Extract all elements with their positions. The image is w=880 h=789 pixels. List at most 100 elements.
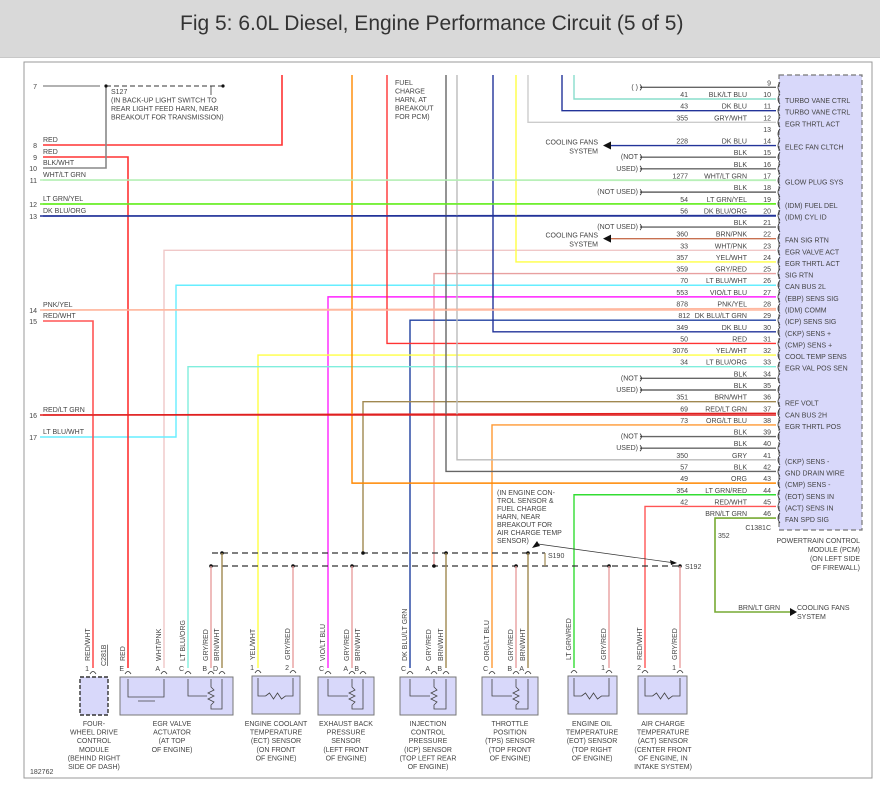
- pcm-circuit-number: 1277: [672, 173, 688, 180]
- pcm-pin-number: 26: [763, 278, 771, 285]
- component-icp-label: (ICP) SENSOR: [404, 747, 452, 754]
- component-icp-label: INJECTION: [410, 721, 447, 728]
- connector-pin-icon: [777, 466, 781, 477]
- component-pin-letter: C: [179, 666, 184, 673]
- pcm-pin-number: 18: [763, 185, 771, 192]
- component-wire-color: BRN/WHT: [355, 628, 362, 661]
- pcm-circuit-number: 3076: [672, 348, 688, 355]
- wire-pcm-45: [644, 505, 776, 668]
- arrow-icon: [603, 141, 611, 150]
- pcm-wire-color: BLK: [734, 383, 748, 390]
- splice-s192-label: S192: [685, 564, 701, 571]
- connector-pin-icon: [488, 671, 496, 675]
- component-wire-color: RED/WHT: [637, 627, 644, 660]
- left-pin-number: 15: [29, 319, 37, 326]
- pcm-pin-number: 25: [763, 267, 771, 274]
- thermistor-icon: [581, 678, 610, 700]
- potentiometer-icon: [430, 679, 447, 710]
- pcm-wire-color: RED/WHT: [714, 499, 747, 506]
- pcm-pin-number: 23: [763, 243, 771, 250]
- pcm-pin-function: COOL TEMP SENS: [785, 354, 847, 361]
- component-4wd-label: (BEHIND RIGHT: [68, 755, 121, 762]
- component-pin-letter: E: [119, 666, 124, 673]
- pcm-pin-function: (CKP) SENS +: [785, 331, 831, 338]
- pcm-pin-number: 32: [763, 348, 771, 355]
- left-pin-number: 13: [29, 214, 37, 221]
- wire-pcm-32: [257, 354, 776, 668]
- component-wire-color: WHT/PNK: [156, 628, 163, 661]
- component-eot-label: OF ENGINE): [572, 755, 613, 762]
- component-pin-letter: 2: [285, 665, 289, 672]
- component-wire-color: RED/WHT: [85, 628, 92, 661]
- pcm-circuit-number: 360: [676, 232, 688, 239]
- connector-pin-icon: [777, 512, 781, 524]
- pcm-circuit-number: 56: [680, 208, 688, 215]
- connector-pin-icon: [570, 670, 578, 674]
- component-wire-color: BRN/WHT: [214, 628, 221, 661]
- pcm-label: POWERTRAIN CONTROL: [777, 538, 861, 545]
- left-wire-color: LT BLU/WHT: [43, 429, 85, 436]
- wire-pcm-36: [362, 400, 776, 553]
- wire-left-10: [43, 86, 107, 169]
- pcm-circuit-number: 350: [676, 453, 688, 460]
- connector-pin-icon: [777, 454, 781, 466]
- pcm-wire-color: WHT/LT GRN: [704, 173, 747, 180]
- connector-pin-icon: [777, 175, 781, 186]
- wire-end-icon: [639, 223, 642, 231]
- component-tps-label: POSITION: [493, 730, 526, 737]
- connector-pin-icon: [207, 671, 215, 675]
- pcm-pin-number: 30: [763, 325, 771, 332]
- connector-pin-icon: [777, 314, 781, 326]
- component-wire-color: YEL/WHT: [250, 628, 257, 660]
- component-act-label: TEMPERATURE: [637, 730, 690, 737]
- pcm-circuit-number: 70: [680, 278, 688, 285]
- component-icp-label: OF ENGINE): [408, 764, 449, 771]
- connector-pin-icon: [777, 93, 781, 105]
- component-tps-label: (TOP FRONT: [489, 747, 532, 754]
- wire-pcm-23: [163, 249, 776, 668]
- pcm-pin-number: 24: [763, 255, 771, 262]
- left-wire-color: RED/WHT: [43, 313, 76, 320]
- pcm-circuit-number: 50: [680, 336, 688, 343]
- component-wire-color: BRN/WHT: [438, 628, 445, 661]
- connector-pin-icon: [442, 671, 450, 675]
- pcm-pin-number: 46: [763, 511, 771, 518]
- component-pin-letter: C: [319, 666, 324, 673]
- figure-id: 182762: [30, 769, 53, 776]
- pcm-circuit-number: 69: [680, 406, 688, 413]
- component-wire-color: ORG/LT BLU: [484, 620, 491, 661]
- pcm-circuit-number: 34: [680, 360, 688, 367]
- connector-pin-icon: [289, 670, 297, 674]
- note-s190: TROL SENSOR &: [497, 498, 554, 505]
- pcm-wire-color: RED: [732, 336, 747, 343]
- left-wire-color: RED: [43, 149, 58, 156]
- pcm-circuit-number: 43: [680, 104, 688, 111]
- splice-dot: [221, 84, 225, 88]
- wire-pcm-30: [492, 75, 776, 333]
- component-eot-label: (TOP RIGHT: [572, 747, 613, 754]
- arrow-icon: [670, 560, 677, 565]
- connector-pin-icon: [348, 671, 356, 675]
- component-ect-label: (ECT) SENSOR: [251, 738, 301, 745]
- thermistor-icon: [265, 678, 294, 700]
- pcm-wire-color: LT BLU/ORG: [706, 360, 747, 367]
- component-egr-label: OF ENGINE): [152, 747, 193, 754]
- connector-c281b-label: C281B: [101, 644, 108, 666]
- left-pin-number: 14: [29, 308, 37, 315]
- wire-left-8: [43, 75, 283, 146]
- left-wire-color: RED/LT GRN: [43, 407, 85, 414]
- pcm-pin-number: 45: [763, 499, 771, 506]
- pcm-pin-function: (CKP) SENS -: [785, 459, 830, 466]
- potentiometer-icon: [207, 679, 223, 710]
- solenoid-icon: [127, 679, 165, 698]
- pcm-pin-number: 31: [763, 336, 771, 343]
- sensor-circuit: [644, 678, 653, 697]
- component-ebp-label: PRESSURE: [327, 730, 366, 737]
- pcm-wire-color: BLK: [734, 441, 748, 448]
- pcm-pin-number: 36: [763, 395, 771, 402]
- connector-pin-icon: [777, 279, 781, 291]
- connector-pin-icon: [777, 268, 781, 279]
- component-egr-label: EGR VALVE: [153, 721, 192, 728]
- connector-pin-icon: [777, 419, 781, 431]
- note-fuel-charge: HARN, AT: [395, 97, 427, 104]
